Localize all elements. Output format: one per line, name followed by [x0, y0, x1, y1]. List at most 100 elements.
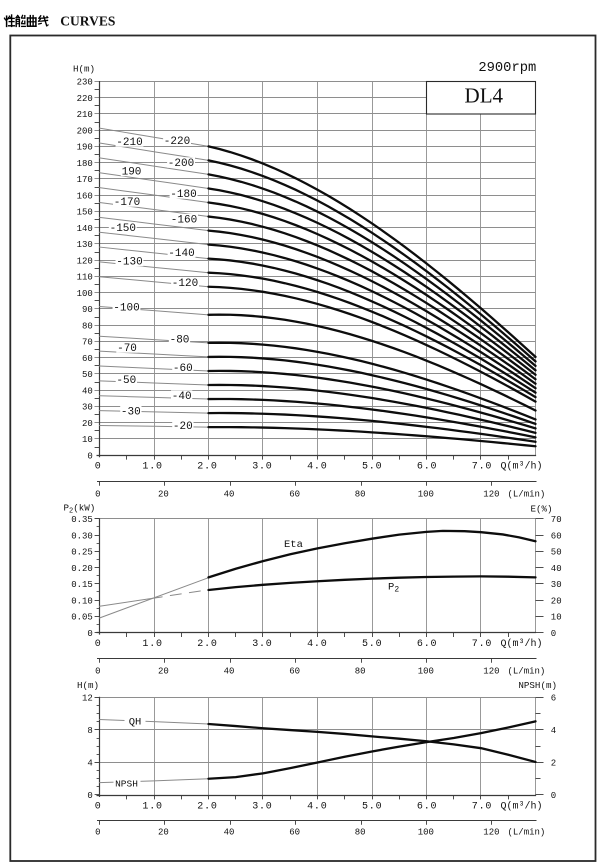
svg-text:130: 130 — [77, 240, 93, 250]
svg-text:7.0: 7.0 — [472, 802, 492, 813]
svg-text:-40: -40 — [172, 391, 192, 403]
svg-text:160: 160 — [77, 191, 93, 201]
svg-text:12: 12 — [82, 694, 93, 704]
svg-text:-210: -210 — [116, 137, 142, 149]
svg-text:40: 40 — [224, 490, 235, 500]
svg-text:30: 30 — [82, 403, 93, 413]
svg-text:20: 20 — [158, 490, 169, 500]
svg-text:0.05: 0.05 — [71, 613, 93, 623]
svg-text:40: 40 — [224, 667, 235, 677]
svg-text:-30: -30 — [121, 407, 141, 419]
svg-text:120: 120 — [483, 828, 499, 838]
svg-text:2.0: 2.0 — [197, 639, 217, 650]
svg-text:20: 20 — [158, 667, 169, 677]
svg-text:0: 0 — [95, 802, 101, 813]
svg-text:0: 0 — [95, 462, 101, 473]
svg-text:90: 90 — [82, 305, 93, 315]
svg-text:0: 0 — [95, 490, 100, 500]
svg-text:-120: -120 — [172, 278, 198, 290]
svg-text:120: 120 — [483, 667, 499, 677]
svg-text:H(m): H(m) — [73, 63, 95, 74]
svg-text:Q(m³/h): Q(m³/h) — [501, 801, 543, 813]
svg-text:Eta: Eta — [284, 539, 303, 551]
svg-text:0.25: 0.25 — [71, 548, 93, 558]
svg-text:180: 180 — [77, 159, 93, 169]
svg-text:170: 170 — [77, 175, 93, 185]
svg-text:40: 40 — [551, 564, 562, 574]
svg-text:2.0: 2.0 — [197, 802, 217, 813]
svg-text:3.0: 3.0 — [252, 639, 272, 650]
svg-text:60: 60 — [289, 490, 300, 500]
svg-text:-80: -80 — [170, 335, 190, 347]
svg-text:140: 140 — [77, 224, 93, 234]
svg-text:2: 2 — [551, 759, 556, 769]
svg-text:80: 80 — [355, 828, 366, 838]
svg-text:190: 190 — [122, 167, 142, 179]
svg-text:(L/min): (L/min) — [508, 490, 546, 500]
svg-text:20: 20 — [158, 828, 169, 838]
svg-text:80: 80 — [355, 667, 366, 677]
svg-text:CURVES: CURVES — [60, 13, 115, 28]
svg-text:0.30: 0.30 — [71, 531, 93, 541]
svg-text:-200: -200 — [168, 158, 194, 170]
svg-text:-20: -20 — [173, 421, 193, 433]
svg-text:20: 20 — [82, 419, 93, 429]
svg-text:-140: -140 — [168, 248, 194, 260]
svg-text:190: 190 — [77, 143, 93, 153]
svg-text:0: 0 — [87, 791, 92, 801]
svg-text:50: 50 — [551, 548, 562, 558]
svg-text:7.0: 7.0 — [472, 639, 492, 650]
svg-text:1.0: 1.0 — [142, 639, 162, 650]
svg-text:-180: -180 — [170, 189, 196, 201]
svg-text:H(m): H(m) — [77, 680, 99, 691]
svg-text:-170: -170 — [114, 197, 140, 209]
svg-text:NPSH: NPSH — [115, 779, 138, 790]
svg-text:3.0: 3.0 — [252, 462, 272, 473]
svg-text:110: 110 — [77, 273, 93, 283]
svg-text:30: 30 — [551, 580, 562, 590]
svg-text:100: 100 — [418, 490, 434, 500]
svg-text:7.0: 7.0 — [472, 462, 492, 473]
svg-text:3.0: 3.0 — [252, 802, 272, 813]
svg-text:200: 200 — [77, 126, 93, 136]
svg-text:-160: -160 — [171, 215, 197, 227]
svg-text:0.15: 0.15 — [71, 580, 93, 590]
svg-text:0: 0 — [87, 629, 92, 639]
svg-text:-50: -50 — [116, 375, 136, 387]
svg-text:0: 0 — [95, 828, 100, 838]
svg-text:10: 10 — [82, 435, 93, 445]
svg-text:20: 20 — [551, 596, 562, 606]
svg-text:5.0: 5.0 — [362, 462, 382, 473]
svg-text:220: 220 — [77, 94, 93, 104]
svg-text:120: 120 — [77, 256, 93, 266]
svg-text:-150: -150 — [110, 223, 136, 235]
svg-text:-100: -100 — [113, 303, 139, 315]
svg-text:6.0: 6.0 — [417, 462, 437, 473]
svg-text:5.0: 5.0 — [362, 802, 382, 813]
svg-text:210: 210 — [77, 110, 93, 120]
svg-text:60: 60 — [289, 667, 300, 677]
svg-text:120: 120 — [483, 490, 499, 500]
svg-text:1.0: 1.0 — [142, 462, 162, 473]
svg-text:100: 100 — [77, 289, 93, 299]
svg-text:2.0: 2.0 — [197, 462, 217, 473]
svg-text:0.20: 0.20 — [71, 564, 93, 574]
svg-text:60: 60 — [289, 828, 300, 838]
svg-text:0.35: 0.35 — [71, 515, 93, 525]
svg-text:-130: -130 — [116, 257, 142, 269]
svg-text:(L/min): (L/min) — [508, 828, 546, 838]
svg-text:0.10: 0.10 — [71, 596, 93, 606]
svg-text:100: 100 — [418, 667, 434, 677]
svg-text:60: 60 — [82, 354, 93, 364]
svg-text:QH: QH — [129, 717, 142, 729]
svg-text:2900rpm: 2900rpm — [478, 61, 536, 76]
svg-text:NPSH(m): NPSH(m) — [518, 680, 557, 691]
svg-text:8: 8 — [87, 726, 92, 736]
svg-text:40: 40 — [224, 828, 235, 838]
svg-text:P2: P2 — [388, 582, 399, 595]
svg-text:0: 0 — [551, 629, 556, 639]
svg-text:E(%): E(%) — [531, 503, 553, 514]
svg-text:4.0: 4.0 — [307, 802, 327, 813]
svg-text:80: 80 — [82, 321, 93, 331]
svg-text:80: 80 — [355, 490, 366, 500]
